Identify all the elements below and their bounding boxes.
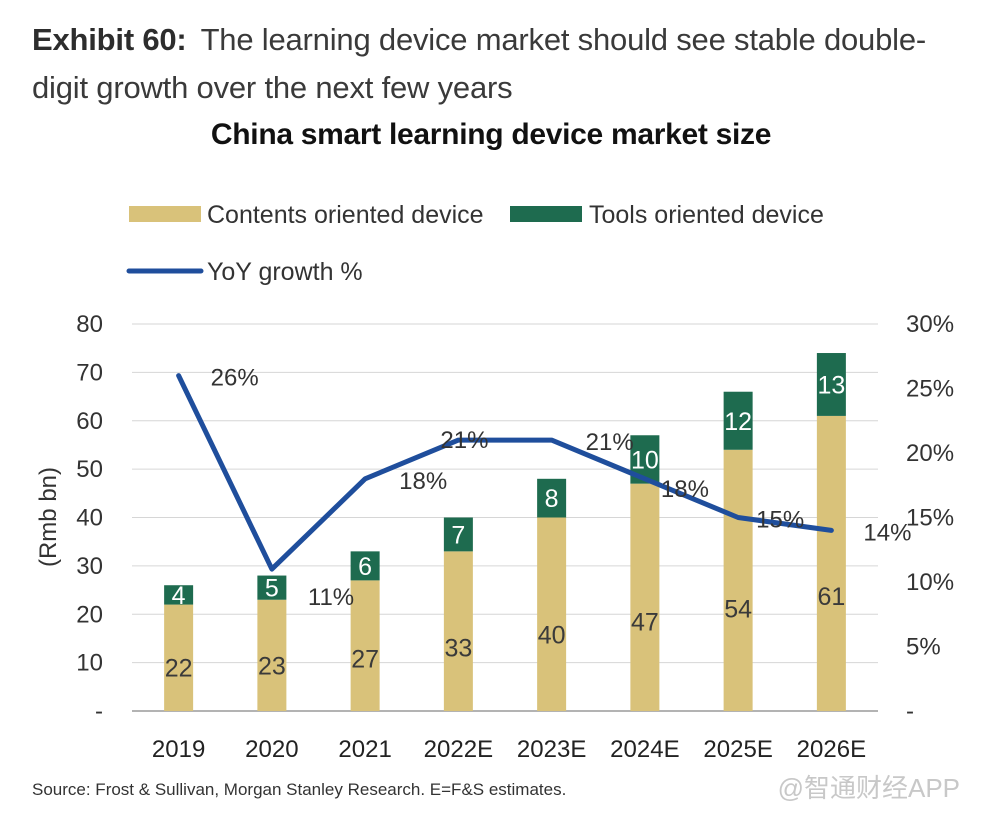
bar-contents — [350, 580, 380, 711]
bar-contents — [537, 517, 567, 711]
bar-contents — [630, 483, 660, 711]
bar-tools-value: 10 — [631, 446, 659, 474]
x-tick-label: 2019 — [152, 736, 205, 763]
chart-title: China smart learning device market size — [210, 118, 772, 151]
bar-tools — [816, 353, 846, 416]
yoy-growth-line — [176, 373, 834, 572]
legend-label-yoy: YoY growth % — [207, 258, 363, 286]
y2-tick-label: 30% — [906, 311, 954, 338]
y-tick-label: 50 — [76, 456, 103, 483]
bar-contents-value: 33 — [444, 634, 472, 662]
bar-tools-value: 7 — [451, 521, 465, 549]
legend-swatch-contents — [129, 206, 201, 222]
bar-tools-value: 5 — [265, 575, 279, 603]
bar-tools-value: 6 — [358, 553, 372, 581]
bar-tools — [537, 478, 567, 518]
yoy-value-label: 26% — [211, 365, 259, 392]
x-tick-label: 2024E — [610, 736, 679, 763]
bar-contents — [443, 551, 473, 711]
bar-tools — [257, 575, 287, 600]
y2-tick-label: 15% — [906, 505, 954, 532]
bar-contents-value: 61 — [817, 583, 845, 611]
bar-contents-value: 40 — [538, 621, 566, 649]
bar-tools — [164, 585, 194, 605]
legend-label-tools: Tools oriented device — [589, 201, 824, 229]
y2-tick-label: 5% — [906, 634, 941, 661]
bar-contents — [257, 599, 287, 711]
y2-tick-label: 25% — [906, 376, 954, 403]
yoy-value-label: 11% — [308, 584, 354, 611]
bar-contents-value: 54 — [724, 596, 752, 624]
legend-label-contents: Contents oriented device — [207, 201, 484, 229]
bar-tools — [443, 517, 473, 552]
bar-contents-value: 23 — [258, 653, 286, 681]
y-tick-label: 70 — [76, 359, 103, 386]
bar-contents-value: 22 — [165, 655, 193, 683]
y2-tick-label: - — [906, 698, 914, 725]
source-note: Source: Frost & Sullivan, Morgan Stanley… — [32, 780, 567, 799]
y-tick-label: 40 — [76, 505, 103, 532]
x-tick-label: 2020 — [245, 736, 298, 763]
y-tick-label: 10 — [76, 650, 103, 677]
bar-contents-value: 47 — [631, 609, 659, 637]
x-tick-label: 2023E — [517, 736, 586, 763]
exhibit-heading: Exhibit 60: The learning device market sh… — [32, 16, 962, 112]
yoy-value-label: 14% — [863, 519, 911, 546]
bar-contents — [816, 415, 846, 711]
yoy-value-label: 18% — [399, 468, 447, 495]
bar-tools-value: 4 — [172, 582, 186, 610]
yoy-value-label: 15% — [756, 507, 804, 534]
y-tick-label: - — [95, 698, 103, 725]
y-tick-label: 60 — [76, 408, 103, 435]
exhibit-label: Exhibit 60: — [32, 22, 187, 57]
bar-tools-value: 12 — [724, 408, 752, 436]
x-tick-label: 2025E — [703, 736, 772, 763]
bar-tools-value: 8 — [545, 485, 559, 513]
x-tick-label: 2026E — [797, 736, 866, 763]
bar-tools-value: 13 — [817, 371, 845, 399]
bar-tools — [723, 391, 753, 450]
bar-tools — [350, 551, 380, 581]
bar-contents — [723, 449, 753, 711]
watermark: @智通财经APP — [777, 773, 960, 803]
y2-tick-label: 20% — [906, 440, 954, 467]
y-tick-label: 30 — [76, 553, 103, 580]
yoy-value-label: 18% — [661, 476, 709, 503]
x-tick-label: 2022E — [424, 736, 493, 763]
bar-contents-value: 27 — [351, 645, 379, 673]
bar-contents — [164, 604, 194, 711]
y-tick-label: 80 — [76, 311, 103, 338]
yoy-value-label: 21% — [440, 427, 488, 454]
y2-tick-label: 10% — [906, 569, 954, 596]
exhibit-text: The learning device market should see st… — [32, 22, 926, 105]
y-axis-label: (Rmb bn) — [35, 467, 62, 567]
y-tick-label: 20 — [76, 601, 103, 628]
yoy-value-label: 21% — [586, 429, 634, 456]
x-tick-label: 2021 — [338, 736, 391, 763]
legend-swatch-tools — [510, 206, 582, 222]
